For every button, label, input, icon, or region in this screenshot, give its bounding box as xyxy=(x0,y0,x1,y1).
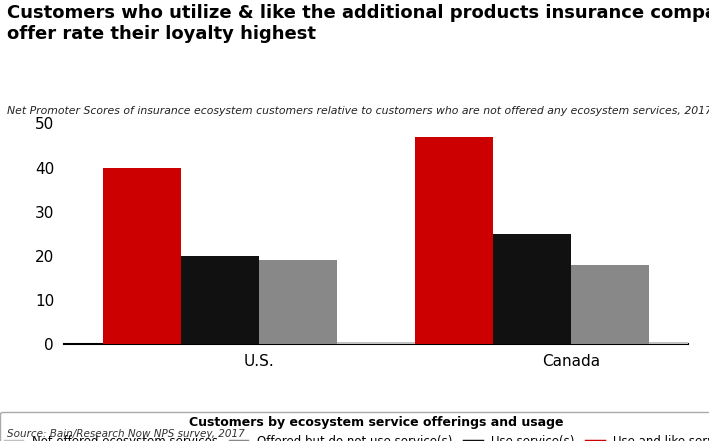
Bar xyxy=(259,260,337,344)
Bar xyxy=(649,342,709,344)
Text: Source: Bain/Research Now NPS survey, 2017: Source: Bain/Research Now NPS survey, 20… xyxy=(7,429,245,439)
Bar xyxy=(415,137,493,344)
Legend: Not offered ecosystem services, Offered but do not use service(s), Use service(s: Not offered ecosystem services, Offered … xyxy=(0,411,709,441)
Text: Customers who utilize & like the additional products insurance companies
offer r: Customers who utilize & like the additio… xyxy=(7,4,709,43)
Text: Net Promoter Scores of insurance ecosystem customers relative to customers who a: Net Promoter Scores of insurance ecosyst… xyxy=(7,106,709,116)
Bar xyxy=(571,265,649,344)
Bar xyxy=(337,342,415,344)
Bar xyxy=(103,168,181,344)
Bar xyxy=(181,256,259,344)
Bar xyxy=(493,234,571,344)
